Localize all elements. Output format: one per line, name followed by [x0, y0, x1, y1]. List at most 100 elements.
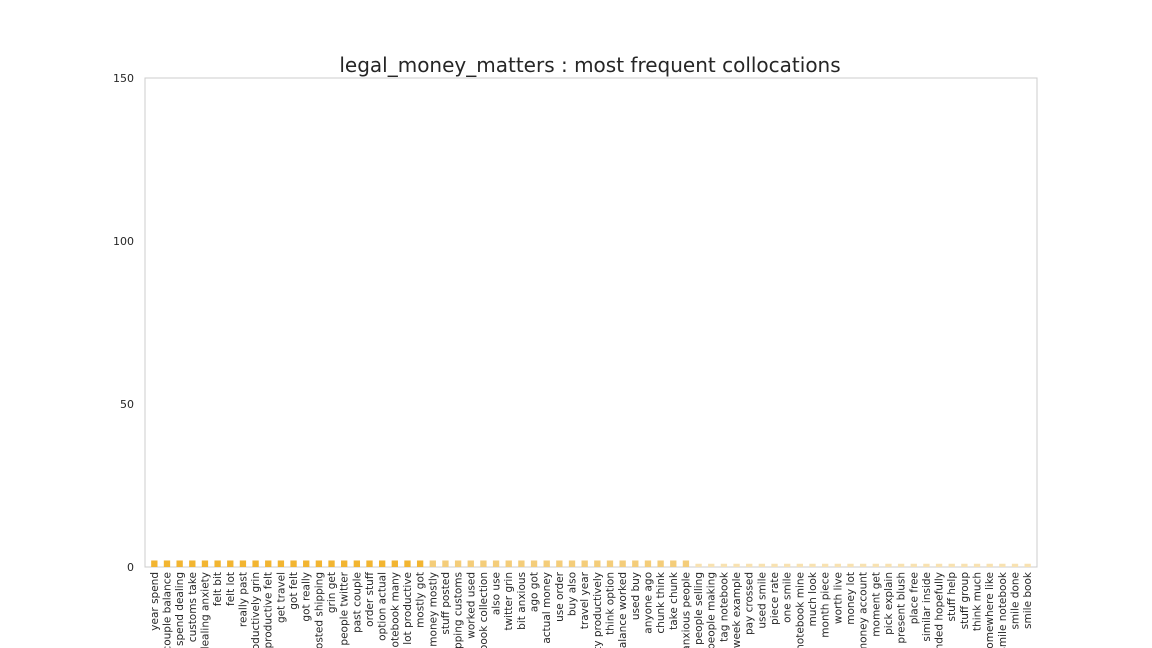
bar [834, 563, 841, 567]
bar [176, 560, 183, 567]
bar [733, 563, 740, 567]
plot-area-frame [144, 77, 1038, 568]
bar [809, 563, 816, 567]
bar [910, 563, 917, 567]
x-tick-label: much look [807, 571, 819, 626]
x-tick-label: think much [972, 572, 984, 631]
bar [518, 560, 525, 567]
bar [568, 560, 576, 567]
chart-title: legal_money_matters : most frequent coll… [339, 53, 840, 77]
bar [265, 560, 272, 567]
x-tick-label: piece rate [769, 572, 781, 625]
bar [784, 563, 791, 567]
bar [442, 560, 449, 567]
bar [973, 563, 981, 567]
bar [657, 560, 664, 567]
bar [303, 560, 310, 567]
bar [391, 560, 398, 567]
bar [454, 560, 462, 567]
bar [796, 563, 804, 567]
x-tick-label: order stuff [364, 571, 376, 627]
x-tick-label: got felt [288, 572, 300, 610]
x-tick-label: people selling [693, 572, 705, 645]
x-tick-label: week example [731, 572, 743, 648]
x-tick-label: stuff group [959, 572, 971, 630]
x-tick-label: productive felt [263, 572, 275, 648]
bar [923, 563, 930, 567]
x-tick-label: think option [604, 572, 616, 635]
x-tick-label: used buy [630, 572, 642, 620]
x-tick-label: past couple [351, 572, 363, 633]
x-tick-label: notebook mine [794, 572, 806, 648]
x-tick-label: anyone ago [642, 572, 654, 634]
x-tick-label: customs take [187, 572, 199, 642]
bar [935, 563, 943, 567]
x-tick-label: people making [706, 572, 718, 648]
bar [429, 560, 436, 567]
x-tick-label: mostly got [415, 572, 427, 628]
bar [239, 560, 247, 567]
x-tick-label: buy also [567, 572, 579, 616]
x-tick-label: felt lot [225, 572, 237, 606]
x-tick-label: ago got [529, 572, 541, 612]
x-tick-label: twitter grin [503, 572, 515, 631]
bar [670, 560, 677, 567]
x-tick-label: pay crossed [744, 572, 756, 635]
bar [290, 560, 297, 567]
x-tick-label: chunk think [655, 571, 667, 633]
bar [644, 560, 652, 567]
bar [594, 560, 601, 567]
x-tick-label: felt bit [212, 572, 224, 606]
bar [581, 560, 588, 567]
x-tick-label: couple balance [161, 572, 173, 648]
bar [556, 560, 563, 567]
x-tick-label: one smile [782, 572, 794, 623]
x-tick-label: travel year [579, 571, 591, 629]
bar [999, 563, 1006, 567]
bar [619, 560, 626, 567]
x-tick-label: lot productive [402, 572, 414, 645]
bar [328, 560, 335, 567]
bar [859, 563, 867, 567]
bar [467, 560, 474, 567]
bar [821, 563, 829, 567]
x-tick-label: dealing anxiety [199, 572, 211, 648]
x-tick-label: actual money [541, 572, 553, 644]
x-tick-label: balance worked [617, 572, 629, 648]
bar [986, 563, 993, 567]
x-tick-label: spend dealing [174, 572, 186, 646]
y-tick-label: 0 [127, 561, 134, 574]
x-tick-label: month piece [820, 572, 832, 638]
bar [163, 560, 171, 567]
bar [961, 563, 968, 567]
bar [543, 560, 550, 567]
bar [214, 560, 221, 567]
bar [366, 560, 373, 567]
bar [416, 560, 424, 567]
bar [505, 560, 512, 567]
bar [480, 560, 487, 567]
bar [632, 560, 639, 567]
x-tick-label: pick explain [883, 572, 895, 635]
bar [847, 563, 854, 567]
x-tick-label: similar inside [921, 572, 933, 642]
bar [720, 563, 728, 567]
x-tick-label: notebook many [389, 572, 401, 648]
bar [746, 563, 753, 567]
bar [353, 560, 361, 567]
x-tick-label: option actual [377, 572, 389, 641]
y-axis-ticks: 0 50 100 150 [113, 72, 134, 574]
bar [1024, 563, 1031, 567]
bar [758, 563, 766, 567]
x-tick-label: smile book [1022, 571, 1034, 629]
bar [695, 563, 702, 567]
x-tick-label: smile notebook [997, 571, 1009, 648]
x-tick-label: grin get [326, 572, 338, 613]
x-tick-label: also use [491, 572, 503, 615]
x-tick-label: money lot [845, 572, 857, 625]
x-axis-ticks: year spend couple balance spend dealing cus… [149, 571, 1034, 648]
bar [189, 560, 196, 567]
bar [885, 563, 892, 567]
bar [771, 563, 778, 567]
bar [708, 563, 715, 567]
